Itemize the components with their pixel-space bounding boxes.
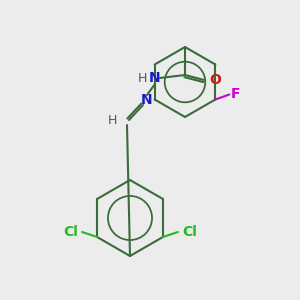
- Text: F: F: [230, 88, 240, 101]
- Text: N: N: [149, 71, 161, 85]
- Text: H: H: [138, 71, 147, 85]
- Text: O: O: [209, 73, 221, 87]
- Text: Cl: Cl: [63, 225, 78, 239]
- Text: H: H: [108, 115, 117, 128]
- Text: Cl: Cl: [182, 225, 197, 239]
- Text: N: N: [141, 93, 153, 107]
